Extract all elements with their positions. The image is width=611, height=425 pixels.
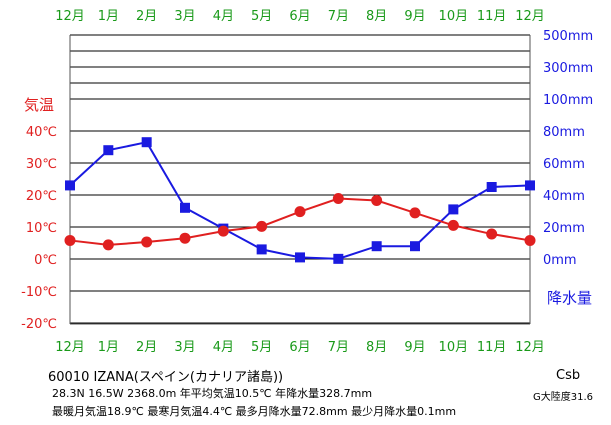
precipitation-point bbox=[141, 137, 152, 148]
month-label-bottom: 6月 bbox=[289, 340, 310, 355]
temperature-point bbox=[447, 219, 459, 231]
month-label-bottom: 10月 bbox=[439, 340, 469, 355]
continentality: G大陸度31.6 bbox=[533, 392, 594, 403]
station-line-3: 最暖月気温18.9℃ 最寒月気温4.4℃ 最多月降水量72.8mm 最少月降水量… bbox=[52, 405, 457, 418]
month-label-bottom: 8月 bbox=[366, 340, 387, 355]
precipitation-point bbox=[65, 180, 75, 191]
station-line-2: 28.3N 16.5W 2368.0m 年平均気温10.5℃ 年降水量328.7… bbox=[52, 387, 373, 400]
month-label-top: 7月 bbox=[328, 9, 349, 24]
precipitation-point bbox=[180, 202, 190, 213]
precipitation-tick-label: 0mm bbox=[543, 253, 577, 268]
temperature-point bbox=[217, 225, 229, 237]
month-label-top: 10月 bbox=[439, 9, 469, 24]
month-label-top: 5月 bbox=[251, 9, 272, 24]
top-month-labels: 12月 1月 2月 3月 4月 5月 6月 7月 8月 9月 10月 11月 12月 bbox=[55, 9, 545, 24]
bottom-month-labels: 12月 1月 2月 3月 4月 5月 6月 7月 8月 9月 10月 11月 12月 bbox=[55, 340, 545, 355]
temperature-point bbox=[486, 228, 498, 240]
month-label-top: 12月 bbox=[55, 9, 85, 24]
month-label-bottom: 7月 bbox=[328, 340, 349, 355]
month-label-top: 2月 bbox=[136, 9, 157, 24]
precipitation-tick-label: 80mm bbox=[543, 125, 585, 140]
precipitation-point bbox=[371, 241, 382, 252]
precipitation-point bbox=[103, 145, 114, 156]
temperature-point bbox=[179, 232, 191, 244]
temperature-point bbox=[524, 234, 536, 246]
month-label-bottom: 3月 bbox=[174, 340, 195, 355]
precipitation-tick-label: 300mm bbox=[543, 61, 593, 76]
temperature-point bbox=[409, 207, 421, 219]
precipitation-tick-labels: 0mm 20mm 40mm 60mm 80mm 100mm 300mm 500mm bbox=[543, 29, 593, 268]
temperature-tick-label: 0℃ bbox=[34, 253, 57, 268]
month-label-bottom: 1月 bbox=[98, 340, 119, 355]
month-label-bottom: 12月 bbox=[55, 340, 85, 355]
temperature-tick-label: 40℃ bbox=[26, 125, 57, 140]
precipitation-point bbox=[525, 180, 535, 191]
temperature-point bbox=[371, 194, 383, 206]
station-line-1: 60010 IZANA(スペイン(カナリア諸島)) bbox=[48, 370, 284, 385]
month-label-bottom: 12月 bbox=[515, 340, 545, 355]
month-label-top: 9月 bbox=[404, 9, 425, 24]
temperature-point bbox=[64, 234, 76, 246]
precipitation-point bbox=[486, 182, 497, 192]
precipitation-axis-label: 降水量 bbox=[547, 289, 592, 307]
month-label-bottom: 5月 bbox=[251, 340, 272, 355]
temperature-point bbox=[332, 193, 344, 205]
chart-grid bbox=[70, 34, 530, 325]
month-label-top: 11月 bbox=[477, 9, 507, 24]
month-label-bottom: 4月 bbox=[213, 340, 234, 355]
temperature-tick-label: -10℃ bbox=[21, 285, 57, 300]
precipitation-tick-label: 500mm bbox=[543, 29, 593, 44]
temperature-point bbox=[294, 206, 306, 218]
precipitation-point bbox=[333, 253, 344, 264]
temperature-series bbox=[64, 193, 536, 251]
month-label-top: 6月 bbox=[289, 9, 310, 24]
temperature-tick-label: 10℃ bbox=[26, 221, 57, 236]
precipitation-line bbox=[69, 141, 531, 260]
temperature-tick-label: -20℃ bbox=[21, 317, 57, 332]
month-label-top: 8月 bbox=[366, 9, 387, 24]
month-label-top: 4月 bbox=[213, 9, 234, 24]
precipitation-point bbox=[410, 241, 420, 252]
precipitation-point bbox=[295, 252, 305, 263]
precipitation-tick-label: 20mm bbox=[543, 221, 585, 236]
month-label-top: 3月 bbox=[174, 9, 195, 24]
temperature-point bbox=[256, 220, 268, 232]
precipitation-tick-label: 60mm bbox=[543, 157, 585, 172]
precipitation-point bbox=[448, 204, 459, 215]
temperature-tick-label: 20℃ bbox=[26, 189, 57, 204]
temperature-tick-labels: 40℃ 30℃ 20℃ 10℃ 0℃ -10℃ -20℃ bbox=[21, 125, 57, 332]
temperature-axis-label: 気温 bbox=[24, 96, 54, 114]
month-label-top: 12月 bbox=[515, 9, 545, 24]
month-label-top: 1月 bbox=[98, 9, 119, 24]
temperature-point bbox=[102, 239, 114, 251]
month-label-bottom: 9月 bbox=[404, 340, 425, 355]
precipitation-point bbox=[256, 244, 267, 255]
month-label-bottom: 11月 bbox=[477, 340, 507, 355]
precipitation-tick-label: 100mm bbox=[543, 93, 593, 108]
precipitation-series bbox=[65, 137, 535, 264]
climate-code: Csb bbox=[556, 368, 581, 383]
temperature-tick-label: 30℃ bbox=[26, 157, 57, 172]
temperature-point bbox=[141, 236, 153, 248]
precipitation-tick-label: 40mm bbox=[543, 189, 585, 204]
month-label-bottom: 2月 bbox=[136, 340, 157, 355]
plot-frame bbox=[69, 35, 531, 324]
